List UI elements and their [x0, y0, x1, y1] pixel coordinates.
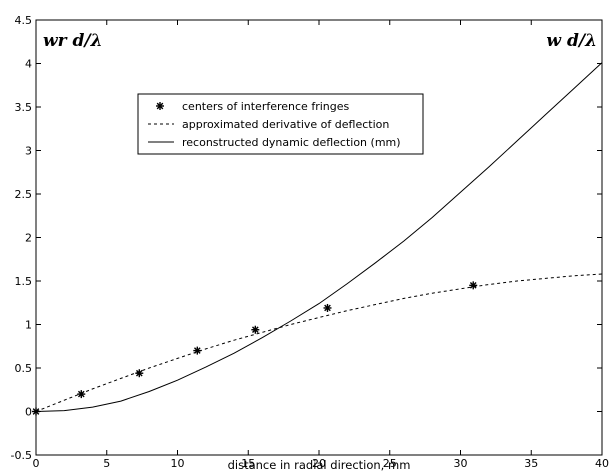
x-tick-label: 10	[171, 457, 185, 470]
y-tick-label: -0.5	[11, 449, 32, 462]
fringe-center-point	[251, 325, 260, 334]
y-tick-label: 0	[25, 406, 32, 419]
legend-marker-fringes	[156, 102, 164, 110]
y-tick-label: 4	[25, 58, 32, 71]
fringe-center-point	[77, 390, 86, 399]
x-tick-label: 15	[241, 457, 255, 470]
x-axis-title: distance in radial direction, mm	[228, 458, 411, 472]
right-axis-label: w d/λ	[546, 31, 597, 51]
x-tick-label: 0	[33, 457, 40, 470]
series-layer	[32, 62, 603, 416]
legend-entry-label: centers of interference fringes	[182, 100, 349, 113]
legend-box	[137, 93, 424, 155]
y-tick-label: 0.5	[15, 362, 33, 375]
left-axis-label: wr d/λ	[43, 31, 103, 51]
x-tick-label: 30	[454, 457, 468, 470]
x-tick-label: 20	[312, 457, 326, 470]
fringe-center-point	[135, 369, 144, 378]
y-tick-label: 2	[25, 232, 32, 245]
legend-entry-label: approximated derivative of deflection	[182, 118, 389, 131]
y-tick-label: 1.5	[15, 275, 33, 288]
y-tick-label: 2.5	[15, 188, 33, 201]
x-tick-label: 5	[103, 457, 110, 470]
fringe-center-point	[323, 303, 332, 312]
axis-ticks: 0 5 10 15 20 25 30 35 40-0.500.511.522.533.544.5	[11, 14, 609, 470]
y-tick-label: 4.5	[15, 14, 33, 27]
y-tick-label: 3.5	[15, 101, 33, 114]
legend-entry-label: reconstructed dynamic deflection (mm)	[182, 136, 401, 149]
plot-area	[35, 19, 603, 456]
fringe-center-point	[469, 281, 478, 290]
x-tick-label: 40	[595, 457, 609, 470]
legend: centers of interference fringes approxima…	[137, 93, 424, 155]
y-tick-label: 3	[25, 145, 32, 158]
y-tick-label: 1	[25, 319, 32, 332]
x-tick-label: 35	[524, 457, 538, 470]
x-tick-label: 25	[383, 457, 397, 470]
series-line-deflection	[35, 62, 603, 412]
